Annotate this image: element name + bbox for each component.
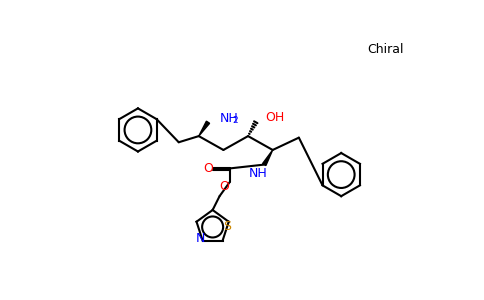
Polygon shape xyxy=(199,121,210,136)
Text: S: S xyxy=(223,220,231,233)
Text: O: O xyxy=(203,162,213,175)
Text: OH: OH xyxy=(265,111,284,124)
Text: NH: NH xyxy=(220,112,238,125)
Text: N: N xyxy=(196,232,206,245)
Polygon shape xyxy=(262,150,272,166)
Text: NH: NH xyxy=(249,167,268,180)
Text: Chiral: Chiral xyxy=(367,43,403,56)
Text: O: O xyxy=(219,180,229,193)
Text: 2: 2 xyxy=(233,116,238,125)
